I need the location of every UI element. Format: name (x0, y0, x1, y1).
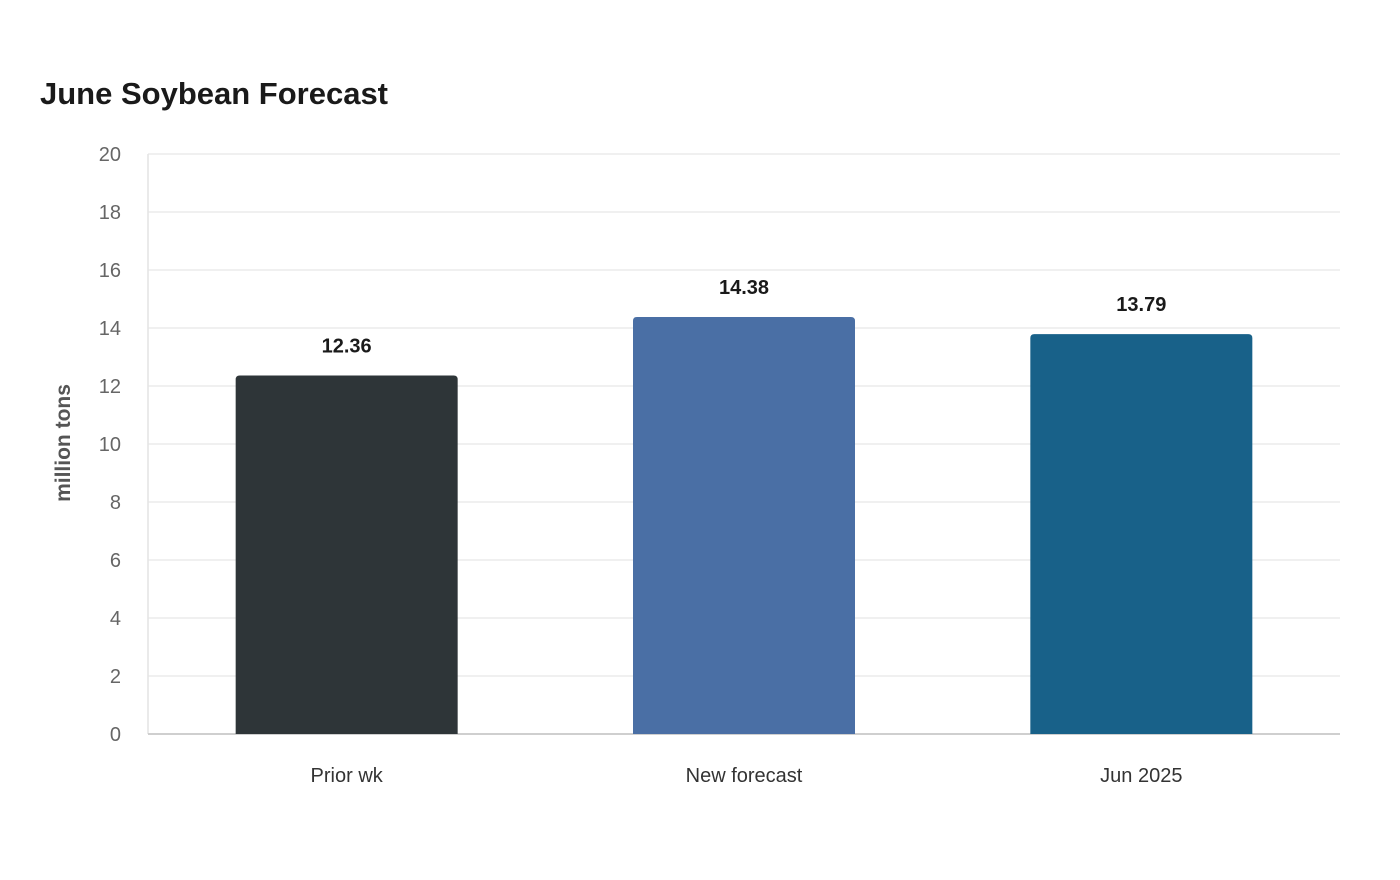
y-tick-label: 10 (99, 434, 121, 456)
data-label: 14.38 (719, 277, 769, 299)
y-tick-label: 12 (99, 376, 121, 398)
y-tick-label: 14 (99, 318, 121, 340)
y-tick-label: 6 (110, 550, 121, 572)
bar-jun-2025 (1030, 334, 1253, 734)
x-tick-label: Jun 2025 (1100, 765, 1182, 787)
bar-new-forecast (633, 316, 855, 734)
x-tick-label: New forecast (686, 765, 803, 787)
data-label: 13.79 (1116, 294, 1166, 316)
chart-title: June Soybean Forecast (40, 76, 389, 111)
data-label: 12.36 (322, 336, 372, 358)
y-tick-label: 8 (110, 492, 121, 514)
y-tick-label: 20 (99, 144, 121, 166)
y-tick-label: 0 (110, 724, 121, 746)
y-tick-label: 4 (110, 608, 121, 630)
x-tick-label: Prior wk (311, 765, 384, 787)
y-tick-label: 18 (99, 202, 121, 224)
y-axis-title: million tons (52, 384, 75, 502)
y-tick-label: 16 (99, 260, 121, 282)
bars (235, 316, 1253, 734)
labels: 0 2 4 6 8 10 12 14 16 18 20 12.36 Prior wk 14.38 New f… (99, 144, 1183, 787)
bar-prior-wk (235, 375, 458, 734)
y-tick-label: 2 (110, 666, 121, 688)
